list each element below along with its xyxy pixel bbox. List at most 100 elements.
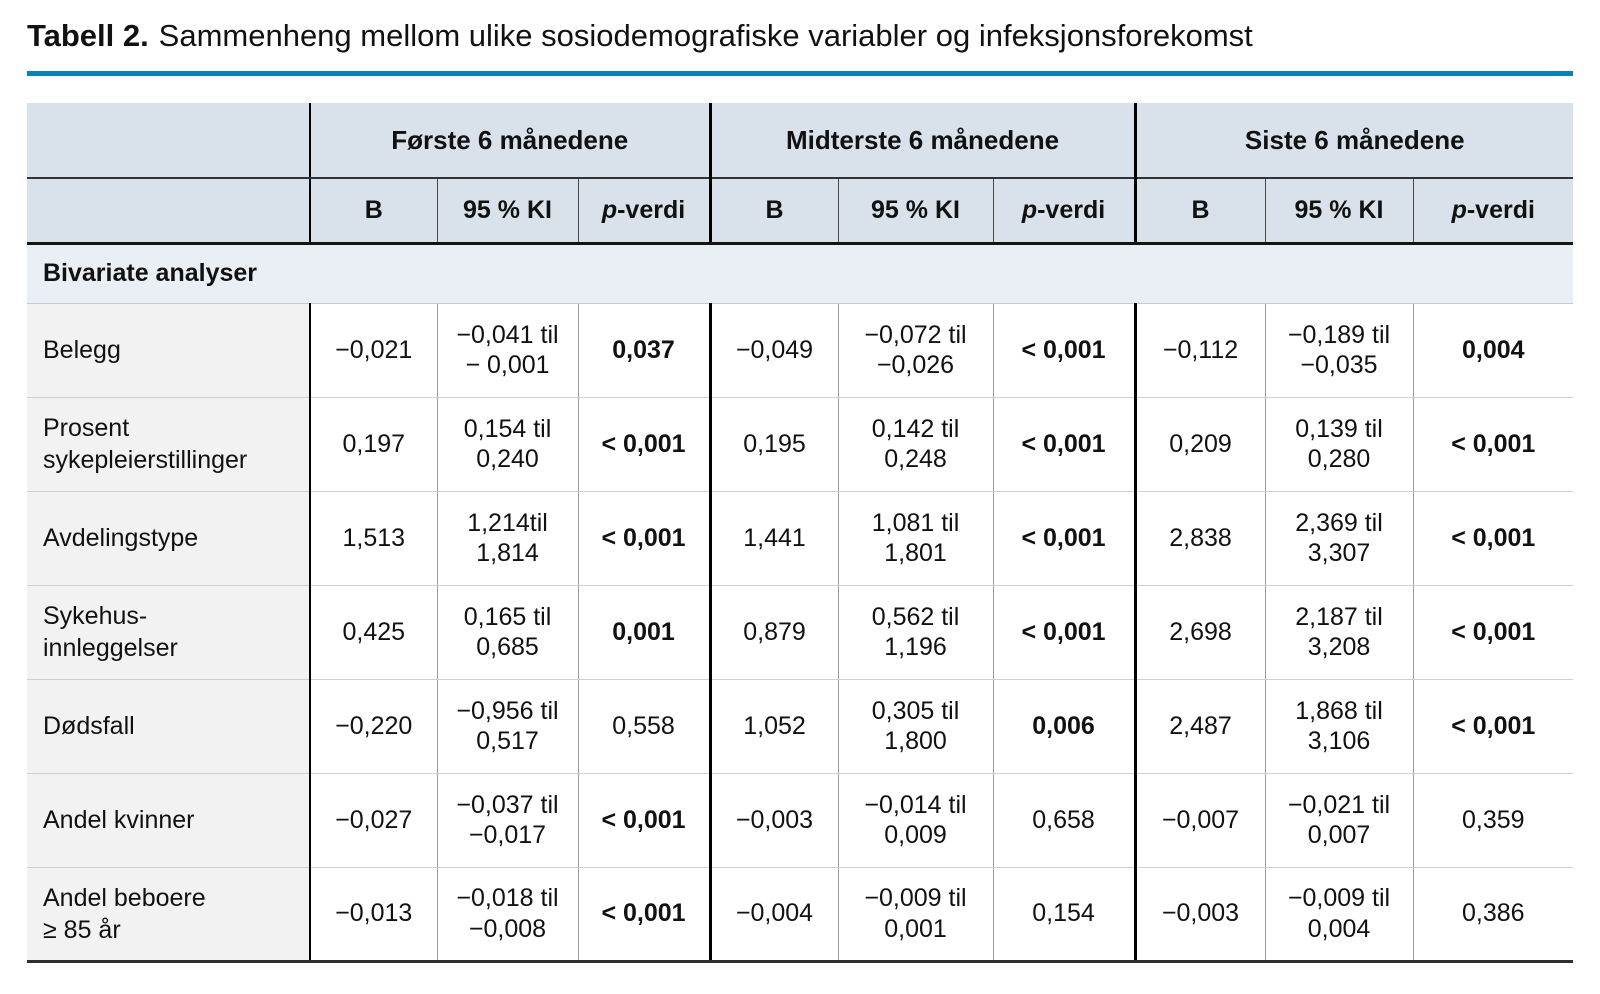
cell-b: 0,209 — [1133, 397, 1265, 492]
cell-ki: −0,041 til − 0,001 — [436, 303, 578, 398]
cell-b: 1,441 — [708, 491, 838, 586]
table-row: Andel beboere ≥ 85 år −0,013 −0,018 til −0… — [27, 867, 1573, 963]
cell-b: −0,007 — [1133, 773, 1265, 868]
cell-ki: 2,369 til 3,307 — [1264, 491, 1413, 586]
cell-b: −0,049 — [708, 303, 838, 398]
cell-p: < 0,001 — [577, 867, 710, 963]
cell-p: < 0,001 — [577, 397, 710, 492]
table-row: Belegg −0,021 −0,041 til − 0,001 0,037 −0,04… — [27, 303, 1573, 398]
cell-ki: −0,014 til 0,009 — [837, 773, 993, 868]
cell-ki: −0,956 til 0,517 — [436, 679, 578, 774]
row-label: Andel beboere ≥ 85 år — [27, 867, 310, 963]
cell-b: 0,879 — [708, 585, 838, 680]
col-header-p: p-verdi — [992, 178, 1135, 245]
row-label: Dødsfall — [27, 679, 310, 774]
col-header-b: B — [309, 178, 437, 245]
row-label: Belegg — [27, 303, 310, 398]
section-row: Bivariate analyser — [27, 243, 1573, 304]
col-header-b: B — [1133, 178, 1265, 245]
col-header-p: p-verdi — [577, 178, 710, 245]
cell-ki: 0,562 til 1,196 — [837, 585, 993, 680]
cell-ki: 0,165 til 0,685 — [436, 585, 578, 680]
p-suffix: -verdi — [617, 196, 686, 225]
corner-cell — [27, 103, 310, 180]
cell-ki: 1,081 til 1,801 — [837, 491, 993, 586]
table-row: Dødsfall −0,220 −0,956 til 0,517 0,558 1,052… — [27, 679, 1573, 774]
table-row: Prosent sykepleierstillinger 0,197 0,154 t… — [27, 397, 1573, 492]
cell-b: 0,195 — [708, 397, 838, 492]
cell-p: 0,001 — [577, 585, 710, 680]
cell-ki: −0,009 til 0,001 — [837, 867, 993, 963]
cell-ki: −0,189 til −0,035 — [1264, 303, 1413, 398]
group-header-last: Siste 6 månedene — [1133, 103, 1573, 180]
cell-ki: 0,139 til 0,280 — [1264, 397, 1413, 492]
table-title-label: Tabell 2. — [27, 18, 149, 53]
sub-header-row: B 95 % KI p-verdi B 95 % KI p-verdi B 95… — [27, 178, 1573, 245]
table-title-text: Sammenheng mellom ulike sosiodemografisk… — [158, 18, 1253, 53]
cell-b: −0,021 — [309, 303, 437, 398]
cell-p: 0,006 — [992, 679, 1135, 774]
cell-ki: −0,072 til −0,026 — [837, 303, 993, 398]
cell-p: 0,359 — [1412, 773, 1573, 868]
cell-b: −0,004 — [708, 867, 838, 963]
cell-b: 2,487 — [1133, 679, 1265, 774]
cell-p: < 0,001 — [577, 491, 710, 586]
cell-b: 2,698 — [1133, 585, 1265, 680]
cell-b: 1,513 — [309, 491, 437, 586]
p-suffix: -verdi — [1466, 196, 1535, 225]
cell-b: −0,112 — [1133, 303, 1265, 398]
cell-b: 0,425 — [309, 585, 437, 680]
row-label: Andel kvinner — [27, 773, 310, 868]
corner-cell-2 — [27, 178, 310, 245]
table-body: Bivariate analyser Belegg −0,021 −0,041 ti… — [27, 243, 1573, 963]
cell-ki: 1,214til 1,814 — [436, 491, 578, 586]
cell-p: < 0,001 — [1412, 491, 1573, 586]
cell-b: −0,027 — [309, 773, 437, 868]
results-table: Første 6 månedene Midterste 6 månedene S… — [27, 103, 1573, 963]
cell-ki: 0,154 til 0,240 — [436, 397, 578, 492]
group-header-first: Første 6 månedene — [309, 103, 710, 180]
cell-p: < 0,001 — [1412, 585, 1573, 680]
cell-ki: 1,868 til 3,106 — [1264, 679, 1413, 774]
p-symbol: p — [1451, 196, 1467, 225]
table-row: Andel kvinner −0,027 −0,037 til −0,017 < 0,… — [27, 773, 1573, 868]
cell-b: 1,052 — [708, 679, 838, 774]
cell-p: < 0,001 — [992, 491, 1135, 586]
cell-ki: −0,009 til 0,004 — [1264, 867, 1413, 963]
cell-p: 0,658 — [992, 773, 1135, 868]
section-label: Bivariate analyser — [27, 243, 1573, 304]
cell-p: 0,154 — [992, 867, 1135, 963]
p-suffix: -verdi — [1037, 196, 1106, 225]
cell-ki: 0,305 til 1,800 — [837, 679, 993, 774]
col-header-ki: 95 % KI — [837, 178, 993, 245]
cell-p: < 0,001 — [992, 397, 1135, 492]
cell-p: 0,037 — [577, 303, 710, 398]
col-header-ki: 95 % KI — [1264, 178, 1413, 245]
col-header-p: p-verdi — [1412, 178, 1573, 245]
cell-b: −0,220 — [309, 679, 437, 774]
row-label: Sykehus- innleggelser — [27, 585, 310, 680]
cell-b: 2,838 — [1133, 491, 1265, 586]
table-row: Sykehus- innleggelser 0,425 0,165 til 0,68… — [27, 585, 1573, 680]
cell-p: < 0,001 — [1412, 397, 1573, 492]
cell-p: < 0,001 — [577, 773, 710, 868]
cell-b: −0,003 — [708, 773, 838, 868]
row-label: Prosent sykepleierstillinger — [27, 397, 310, 492]
cell-p: < 0,001 — [1412, 679, 1573, 774]
p-symbol: p — [601, 196, 618, 225]
page: Tabell 2. Sammenheng mellom ulike sosiode… — [27, 18, 1573, 963]
cell-p: 0,558 — [577, 679, 710, 774]
cell-ki: −0,021 til 0,007 — [1264, 773, 1413, 868]
cell-b: 0,197 — [309, 397, 437, 492]
cell-ki: −0,018 til −0,008 — [436, 867, 578, 963]
title-divider — [27, 71, 1573, 77]
cell-p: < 0,001 — [992, 585, 1135, 680]
col-header-ki: 95 % KI — [436, 178, 578, 245]
col-header-b: B — [708, 178, 838, 245]
cell-b: −0,013 — [309, 867, 437, 963]
table-row: Avdelingstype 1,513 1,214til 1,814 < 0,001 1… — [27, 491, 1573, 586]
cell-ki: 0,142 til 0,248 — [837, 397, 993, 492]
cell-p: 0,386 — [1412, 867, 1573, 963]
row-label: Avdelingstype — [27, 491, 310, 586]
cell-ki: −0,037 til −0,017 — [436, 773, 578, 868]
